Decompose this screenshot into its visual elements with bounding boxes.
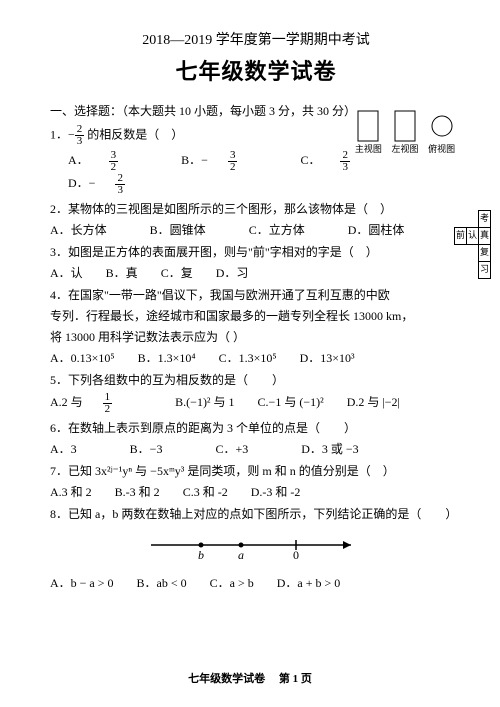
q8-numberline: b a 0 [50, 529, 462, 568]
q4-opt-b: B．1.3×10⁴ [138, 349, 196, 367]
net-cell-5: 复 [479, 245, 491, 262]
q7-stem: 7．已知 3x²ʲ⁻¹yⁿ 与 −5xᵐy³ 是同类项，则 m 和 n 的值分别… [50, 462, 462, 480]
three-views-figure: 主视图 左视图 俯视图 [350, 110, 460, 157]
q5-options: A.2 与 12 B.(−1)² 与 1 C.−1 与 (−1)² D.2 与 … [50, 392, 462, 415]
numberline-icon: b a 0 [146, 529, 366, 563]
top-view-icon [430, 110, 454, 142]
q2-opt-a: A．长方体 [50, 221, 107, 239]
left-view-icon [394, 110, 416, 142]
q1-frac-d: 3 [75, 136, 85, 147]
net-cell-4: 真 [479, 228, 491, 245]
q1-b-frac: 32 [228, 150, 258, 173]
top-view: 俯视图 [423, 110, 460, 157]
q3-options: A．认 B．真 C．复 D．习 [50, 264, 462, 282]
q1-frac: 23 [75, 124, 85, 147]
q4-l1: 4．在国家"一带一路"倡议下，我国与欧洲开通了互利互惠的中欧 [50, 286, 462, 304]
front-view-icon [357, 110, 379, 142]
q7-opt-c: C.3 和 -2 [183, 483, 228, 501]
q5-opt-b: B.(−1)² 与 1 [175, 393, 234, 411]
q1-opt-a: A． 32 [68, 150, 158, 173]
footer-page: 第 1 页 [279, 673, 312, 685]
q6-opt-a: A．3 [50, 440, 77, 458]
page: 2018—2019 学年度第一学期期中考试 七年级数学试卷 一、选择题：（本大题… [0, 0, 500, 616]
top-view-label: 俯视图 [428, 144, 455, 154]
q5-a-frac: 12 [103, 392, 133, 415]
q5-a-pre: A.2 与 [50, 393, 83, 411]
q2-opt-c: C．立方体 [249, 221, 305, 239]
q2-options: A．长方体 B．圆锥体 C．立方体 D．圆柱体 [50, 221, 462, 239]
q6-opt-d: D．3 或 −3 [301, 440, 358, 458]
q6-opt-c: C．+3 [215, 440, 248, 458]
q1-c-d: 3 [340, 162, 350, 173]
left-view: 左视图 [387, 110, 424, 157]
q7-opt-b: B.-3 和 2 [115, 483, 160, 501]
q8-opt-a: A．b − a > 0 [50, 574, 114, 592]
q3-opt-d: D．习 [216, 264, 249, 282]
q1-neg: − [68, 127, 75, 141]
net-cell-2: 前 [455, 228, 467, 245]
q1-d-d: 3 [115, 185, 125, 196]
net-cell-3: 认 [467, 228, 479, 245]
left-view-label: 左视图 [392, 144, 419, 154]
net-cell-6: 习 [479, 262, 491, 279]
q8-opt-b: B．ab < 0 [137, 574, 187, 592]
front-view: 主视图 [350, 110, 387, 157]
q1-d-label: D．− [68, 174, 95, 192]
q1-opt-b: B．− 32 [181, 150, 277, 173]
q3-opt-b: B．真 [106, 264, 138, 282]
q4-options: A．0.13×10⁵ B．1.3×10⁴ C．1.3×10⁵ D．13×10³ [50, 349, 462, 367]
q6-options: A．3 B．−3 C．+3 D．3 或 −3 [50, 440, 462, 458]
q1-d-frac: 23 [115, 173, 145, 196]
net-cell-1: 考 [479, 211, 491, 228]
cube-net-figure: 考 前认真 复 习 [454, 210, 488, 279]
q1-options: A．32 B．−32 C．23 D．−23 [68, 150, 462, 196]
header-title: 七年级数学试卷 [50, 55, 462, 88]
q4-opt-c: C．1.3×10⁵ [219, 349, 277, 367]
q4-opt-d: D．13×10³ [300, 349, 355, 367]
q4-l2: 专列．行程最长，途经城市和国家最多的一趟专列全程长 13000 km， [50, 307, 462, 325]
q5-opt-c: C.−1 与 (−1)² [258, 393, 324, 411]
q3-opt-c: C．复 [161, 264, 193, 282]
q3-opt-a: A．认 [50, 264, 83, 282]
q3-stem: 3．如图是正方体的表面展开图，则与"前"字相对的字是（ ） [50, 243, 462, 261]
nl-a: a [238, 548, 244, 562]
q2-opt-b: B．圆锥体 [150, 221, 206, 239]
q5-a-d: 2 [103, 404, 113, 415]
q1-b-label: B．− [181, 151, 208, 169]
q7-opt-d: D.-3 和 -2 [251, 483, 301, 501]
q1-a-frac: 32 [109, 150, 139, 173]
front-view-label: 主视图 [355, 144, 382, 154]
q1-suffix: 的相反数是（ ） [84, 127, 183, 141]
q4-opt-a: A．0.13×10⁵ [50, 349, 115, 367]
q2-opt-d: D．圆柱体 [348, 221, 405, 239]
q8-opt-c: C．a > b [210, 574, 254, 592]
page-footer: 七年级数学试卷 第 1 页 [0, 671, 500, 688]
q1-c-label: C． [300, 151, 320, 169]
q5-stem: 5．下列各组数中的互为相反数的是（ ） [50, 371, 462, 389]
q8-opt-d: D．a + b > 0 [277, 574, 341, 592]
q4-l3: 将 13000 用科学记数法表示应为（ ） [50, 328, 462, 346]
q5-opt-d: D.2 与 |−2| [347, 393, 400, 411]
nl-0: 0 [293, 548, 299, 562]
q6-stem: 6．在数轴上表示到原点的距离为 3 个单位的点是（ ） [50, 419, 462, 437]
q6-opt-b: B．−3 [130, 440, 163, 458]
q1-opt-d: D．− 23 [68, 173, 165, 196]
q7-options: A.3 和 2 B.-3 和 2 C.3 和 -2 D.-3 和 -2 [50, 483, 462, 501]
q8-stem: 8．已知 a，b 两数在数轴上对应的点如下图所示，下列结论正确的是（ ） [50, 505, 462, 523]
footer-label: 七年级数学试卷 [188, 673, 265, 685]
nl-b: b [198, 548, 204, 562]
q1-b-d: 2 [228, 162, 238, 173]
q1-a-label: A． [68, 151, 89, 169]
q7-opt-a: A.3 和 2 [50, 483, 92, 501]
q5-opt-a: A.2 与 12 [50, 392, 152, 415]
header-subtitle: 2018—2019 学年度第一学期期中考试 [50, 30, 462, 51]
q1-prefix: 1． [50, 127, 68, 141]
q2-stem: 2．某物体的三视图是如图所示的三个图形，那么该物体是（ ） [50, 200, 462, 218]
q8-options: A．b − a > 0 B．ab < 0 C．a > b D．a + b > 0 [50, 574, 462, 592]
